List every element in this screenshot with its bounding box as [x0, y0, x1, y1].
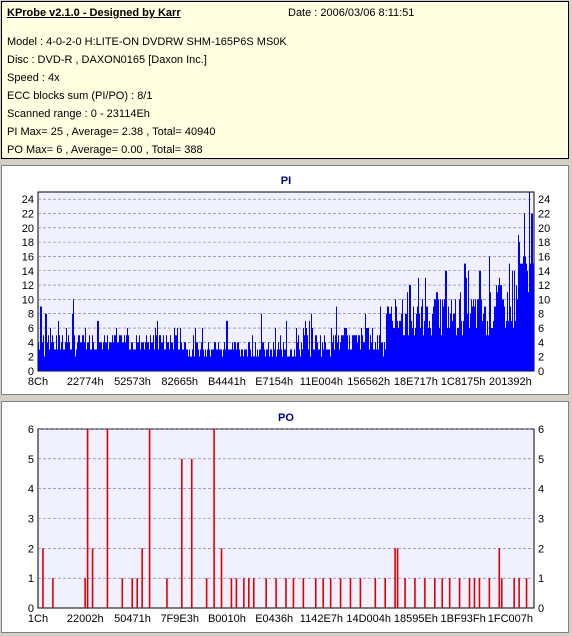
po-xtick: 1BF93Fh	[441, 613, 486, 625]
pi-ytick-right: 8	[538, 309, 544, 321]
pi-xtick: 22774h	[67, 376, 104, 388]
pi-xtick: E7154h	[255, 376, 293, 388]
pi-ytick-right: 4	[538, 337, 544, 349]
pi-ytick-right: 6	[538, 323, 544, 335]
scan-date: Date : 2006/03/06 8:11:51	[288, 7, 415, 19]
po-ytick-left: 2	[28, 543, 34, 555]
po-ytick-left: 6	[28, 424, 34, 436]
pi-xtick: B4441h	[208, 376, 246, 388]
po-ytick-right: 3	[538, 514, 544, 526]
pi-ytick-left: 20	[22, 223, 34, 235]
po-ytick-left: 1	[28, 573, 34, 585]
ecc-line: ECC blocks sum (PI/PO) : 8/1	[7, 90, 153, 102]
pi-ytick-right: 24	[538, 194, 550, 206]
po-ytick-left: 0	[28, 603, 34, 615]
pi-xtick: 18E717h	[394, 376, 438, 388]
pi-ytick-right: 14	[538, 266, 550, 278]
pi-ytick-left: 22	[22, 208, 34, 220]
po-ytick-right: 1	[538, 573, 544, 585]
pi-xtick: 82665h	[161, 376, 198, 388]
po-chart: PO 0 0 1 1 2 2 3 3 4 4 5 5 6 6 1Ch 22002h 50471h 7F9E3h B00…	[28, 412, 544, 625]
po-ytick-right: 0	[538, 603, 544, 615]
po-xtick: E0436h	[255, 613, 293, 625]
pi-ytick-right: 16	[538, 251, 550, 263]
po-ytick-right: 5	[538, 454, 544, 466]
po-ytick-right: 6	[538, 424, 544, 436]
pi-ytick-right: 18	[538, 237, 550, 249]
po-ytick-left: 5	[28, 454, 34, 466]
pi-ytick-left: 16	[22, 251, 34, 263]
pi-ytick-left: 6	[28, 323, 34, 335]
pi-ytick-right: 22	[538, 208, 550, 220]
po-xtick: 1Ch	[28, 613, 48, 625]
pi-ytick-left: 14	[22, 266, 34, 278]
speed-line: Speed : 4x	[7, 72, 60, 84]
pi-ytick-right: 2	[538, 352, 544, 364]
pi-xtick: 201392h	[489, 376, 532, 388]
po-chart-panel: PO 0 0 1 1 2 2 3 3 4 4 5 5 6 6 1Ch 22002h 50471h 7F9E3h B00…	[1, 401, 569, 633]
pi-xtick: 156562h	[347, 376, 390, 388]
pi-ytick-left: 4	[28, 337, 34, 349]
pi-ytick-right: 10	[538, 294, 550, 306]
pi-xtick: 1C8175h	[441, 376, 486, 388]
app-title: KProbe v2.1.0 - Designed by Karr	[7, 7, 181, 19]
pi-chart-panel: PI 0 0 2 2 4 4 6 6 8 8 10 10 12 12 14 14 16 16 18 18 20 20 22 22…	[1, 165, 569, 395]
po-ytick-right: 4	[538, 484, 544, 496]
pi-ytick-left: 12	[22, 280, 34, 292]
pi-ytick-left: 0	[28, 366, 34, 378]
model-line: Model : 4-0-2-0 H:LITE-ON DVDRW SHM-165P…	[7, 36, 287, 48]
pi-ytick-right: 0	[538, 366, 544, 378]
pi-ytick-left: 2	[28, 352, 34, 364]
po-xtick: B0010h	[208, 613, 246, 625]
pi-ytick-right: 12	[538, 280, 550, 292]
po-ytick-left: 4	[28, 484, 34, 496]
po-xtick: 1142E7h	[300, 613, 343, 625]
po-xtick: 18595Eh	[394, 613, 438, 625]
pi-xtick: 52573h	[114, 376, 151, 388]
po-xtick: 14D004h	[346, 613, 391, 625]
disc-line: Disc : DVD-R , DAXON0165 [Daxon Inc.]	[7, 54, 207, 66]
info-panel: KProbe v2.1.0 - Designed by Karr Date : …	[1, 1, 569, 159]
pi-summary-line: PI Max= 25 , Average= 2.38 , Total= 4094…	[7, 126, 216, 138]
po-ytick-left: 3	[28, 514, 34, 526]
pi-xtick: 8Ch	[28, 376, 48, 388]
po-xtick: 7F9E3h	[160, 613, 199, 625]
po-summary-line: PO Max= 6 , Average= 0.00 , Total= 388	[7, 144, 203, 156]
pi-ytick-left: 18	[22, 237, 34, 249]
pi-ytick-left: 8	[28, 309, 34, 321]
po-chart-title: PO	[278, 412, 294, 424]
pi-ytick-left: 10	[22, 294, 34, 306]
po-ytick-right: 2	[538, 543, 544, 555]
po-xtick: 1FC007h	[488, 613, 533, 625]
po-xtick: 22002h	[67, 613, 104, 625]
range-line: Scanned range : 0 - 23114Eh	[7, 108, 150, 120]
pi-xtick: 11E004h	[300, 376, 343, 388]
po-xtick: 50471h	[114, 613, 151, 625]
pi-ytick-left: 24	[22, 194, 34, 206]
pi-ytick-right: 20	[538, 223, 550, 235]
pi-chart-title: PI	[281, 175, 291, 187]
